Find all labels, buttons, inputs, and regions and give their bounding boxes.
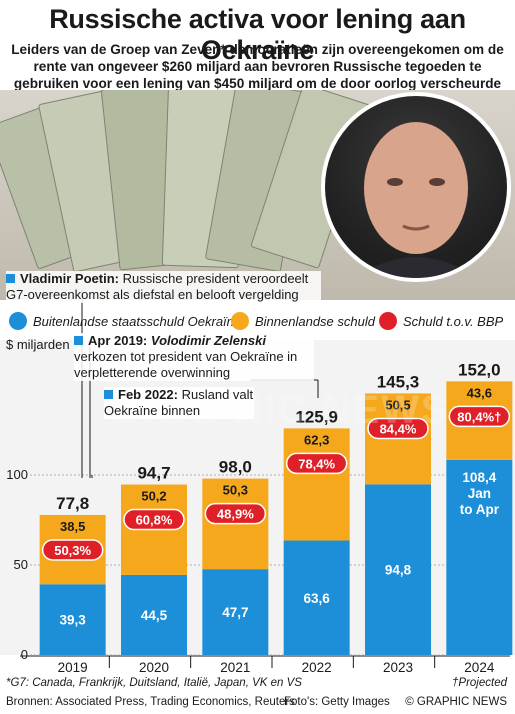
photo-credit: Foto's: Getty Images: [284, 696, 390, 708]
legend-ratio-swatch: [379, 312, 397, 330]
putin-annotation-text: Russische president veroordeelt G7-overe…: [6, 271, 309, 302]
total-label: 98,0: [219, 458, 252, 477]
x-tick-label: 2024: [464, 660, 495, 675]
blue-square-marker: [104, 390, 113, 399]
apr2019-annotation: Apr 2019: Volodimir Zelenski verkozen to…: [74, 333, 314, 381]
x-tick-label: 2021: [220, 660, 250, 675]
legend-domestic-label: Binnenlandse schuld: [255, 314, 376, 329]
apr2019-name: Volodimir Zelenski: [150, 333, 266, 348]
x-tick-label: 2022: [302, 660, 332, 675]
total-label: 77,8: [56, 494, 89, 513]
domestic-value-label: 62,3: [304, 432, 329, 447]
ratio-pill: [367, 417, 429, 440]
putin-portrait: [321, 92, 511, 282]
external-value-label: 39,3: [60, 613, 87, 628]
y-tick-label: 50: [14, 557, 28, 572]
page-title: Russische activa voor lening aan Oekraïn…: [49, 4, 466, 65]
total-label: 94,7: [137, 464, 170, 483]
legend-external-label: Buitenlandse staatsschuld Oekraïne: [33, 314, 241, 329]
ratio-pill: [204, 502, 267, 525]
external-value-label: 47,7: [222, 605, 248, 620]
legend-external-swatch: [9, 312, 27, 330]
domestic-value-label: 50,5: [385, 397, 410, 412]
ratio-label: 50,3%: [54, 543, 91, 558]
external-value-label: 63,6: [304, 591, 331, 606]
bar-external: [202, 569, 269, 655]
domestic-value-label: 38,5: [60, 519, 85, 534]
bar-external: [121, 574, 187, 655]
sources: Bronnen: Associated Press, Trading Econo…: [6, 696, 295, 708]
x-tick-label: 2020: [139, 660, 169, 675]
ratio-label: 84,4%: [380, 421, 417, 436]
y-tick-label: 0: [21, 647, 28, 662]
bar-2024-period-label: Jan: [468, 486, 491, 501]
footnote: *G7: Canada, Frankrijk, Duitsland, Itali…: [6, 677, 302, 689]
ratio-pill: [285, 452, 348, 475]
legend-ratio-label: Schuld t.o.v. BBP: [403, 314, 504, 329]
bar-external: [446, 459, 513, 655]
legend-domestic-swatch: [231, 312, 249, 330]
bar-domestic: [283, 428, 350, 541]
bar-external: [39, 584, 106, 655]
total-label: 145,3: [377, 372, 420, 391]
bar-2024-period-label: to Apr: [460, 502, 500, 517]
x-axis-band: [0, 655, 515, 677]
external-value-label: 108,4: [462, 470, 496, 485]
putin-annotation-name: Vladimir Poetin:: [20, 271, 119, 286]
projected-note: †Projected: [452, 677, 507, 689]
feb2022-text: Rusland valt Oekraïne binnen: [104, 387, 254, 418]
x-tick-label: 2023: [383, 660, 413, 675]
x-tick-label: 2019: [58, 660, 88, 675]
bar-external: [365, 484, 431, 655]
ratio-label: 80,4%†: [457, 409, 501, 424]
external-value-label: 44,5: [141, 608, 168, 623]
ratio-pill: [41, 539, 104, 561]
putin-annotation: Vladimir Poetin: Russische president ver…: [6, 271, 321, 303]
total-label: 152,0: [458, 360, 501, 379]
feb2022-annotation: Feb 2022: Rusland valt Oekraïne binnen: [104, 387, 254, 419]
ratio-pill: [123, 508, 185, 531]
ratio-pill: [448, 405, 511, 428]
apr2019-text: verkozen tot president van Oekraïne in v…: [74, 349, 298, 380]
apr2019-date: Apr 2019:: [88, 333, 151, 348]
domestic-value-label: 50,2: [141, 489, 166, 504]
ratio-label: 60,8%: [136, 513, 173, 528]
blue-square-marker: [6, 274, 15, 283]
blue-square-marker: [74, 336, 83, 345]
ratio-label: 48,9%: [217, 507, 254, 522]
domestic-value-label: 50,3: [223, 483, 248, 498]
ratio-label: 78,4%: [298, 456, 335, 471]
y-tick-label: 100: [6, 467, 28, 482]
feb2022-date: Feb 2022:: [118, 387, 178, 402]
domestic-value-label: 43,6: [467, 385, 492, 400]
y-axis-label: $ miljarden: [6, 337, 70, 352]
brand: © GRAPHIC NEWS: [405, 696, 507, 708]
bar-external: [283, 540, 350, 655]
total-label: 125,9: [295, 407, 338, 426]
external-value-label: 94,8: [385, 563, 412, 578]
